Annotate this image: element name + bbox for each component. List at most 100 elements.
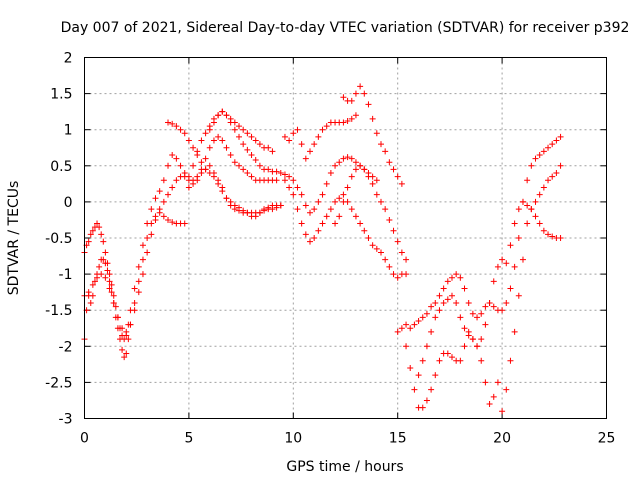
data-point [281, 171, 288, 178]
data-point [302, 155, 309, 162]
data-point [357, 162, 364, 169]
data-point [244, 209, 251, 216]
data-series [332, 162, 410, 263]
data-point [407, 325, 414, 332]
data-point [486, 299, 493, 306]
data-point [515, 206, 522, 213]
data-point [411, 321, 418, 328]
data-point [94, 274, 101, 281]
chart-title: Day 007 of 2021, Sidereal Day-to-day VTE… [61, 20, 630, 36]
data-point [528, 162, 535, 169]
data-point [131, 307, 138, 314]
data-point [361, 90, 368, 97]
data-point [549, 233, 556, 240]
data-point [373, 245, 380, 252]
data-point [190, 180, 197, 187]
data-point [536, 220, 543, 227]
data-point [453, 299, 460, 306]
data-point [185, 184, 192, 191]
data-series [165, 112, 359, 220]
data-point [273, 177, 280, 184]
data-point [231, 202, 238, 209]
data-point [536, 151, 543, 158]
data-point [319, 126, 326, 133]
data-point [444, 278, 451, 285]
data-point [144, 220, 151, 227]
data-point [202, 130, 209, 137]
data-point [365, 101, 372, 108]
data-point [148, 231, 155, 238]
data-point [457, 274, 464, 281]
data-point [100, 256, 107, 263]
data-point [332, 220, 339, 227]
data-point [528, 206, 535, 213]
data-point [294, 206, 301, 213]
data-point [394, 274, 401, 281]
data-point [365, 173, 372, 180]
y-tick-label: -1 [59, 267, 73, 283]
data-point [298, 191, 305, 198]
data-point [419, 314, 426, 321]
data-point [85, 238, 92, 245]
x-tick-label: 15 [389, 431, 407, 447]
data-point [524, 220, 531, 227]
data-point [432, 314, 439, 321]
data-point [474, 314, 481, 321]
data-points [81, 83, 564, 415]
data-point [348, 206, 355, 213]
data-point [432, 299, 439, 306]
data-point [173, 177, 180, 184]
data-point [369, 180, 376, 187]
data-point [377, 198, 384, 205]
data-point [482, 379, 489, 386]
data-point [108, 281, 115, 288]
data-point [219, 108, 226, 115]
data-point [185, 137, 192, 144]
data-point [352, 213, 359, 220]
data-point [215, 180, 222, 187]
data-point [165, 162, 172, 169]
data-point [123, 350, 130, 357]
data-point [373, 177, 380, 184]
data-point [311, 235, 318, 241]
data-point [144, 249, 151, 256]
data-point [382, 256, 389, 263]
data-point [185, 177, 192, 184]
data-point [307, 209, 314, 216]
data-point [144, 235, 151, 241]
data-point [511, 263, 518, 270]
data-point [545, 144, 552, 151]
data-point [511, 220, 518, 227]
data-point [373, 130, 380, 137]
data-point [503, 260, 510, 267]
data-point [419, 357, 426, 364]
data-series [403, 162, 564, 415]
data-point [432, 372, 439, 379]
data-point [89, 292, 96, 299]
data-point [352, 159, 359, 166]
data-point [549, 173, 556, 180]
data-point [490, 278, 497, 285]
data-point [386, 159, 393, 166]
data-point [290, 130, 297, 137]
data-point [89, 227, 96, 234]
data-point [553, 170, 560, 177]
data-point [223, 112, 230, 119]
y-tick-label: 1.5 [50, 87, 72, 103]
data-point [357, 83, 364, 90]
data-point [104, 267, 111, 274]
data-point [507, 242, 514, 249]
data-point [169, 151, 176, 158]
data-point [482, 303, 489, 310]
data-point [394, 173, 401, 180]
data-point [123, 328, 130, 335]
y-axis-label: SDTVAR / TECUs [6, 181, 22, 296]
data-point [156, 188, 163, 195]
data-point [557, 162, 564, 169]
data-point [486, 401, 493, 408]
data-point [465, 299, 472, 306]
data-point [352, 166, 359, 173]
data-series [415, 198, 564, 379]
data-point [114, 314, 121, 321]
data-point [499, 408, 506, 415]
